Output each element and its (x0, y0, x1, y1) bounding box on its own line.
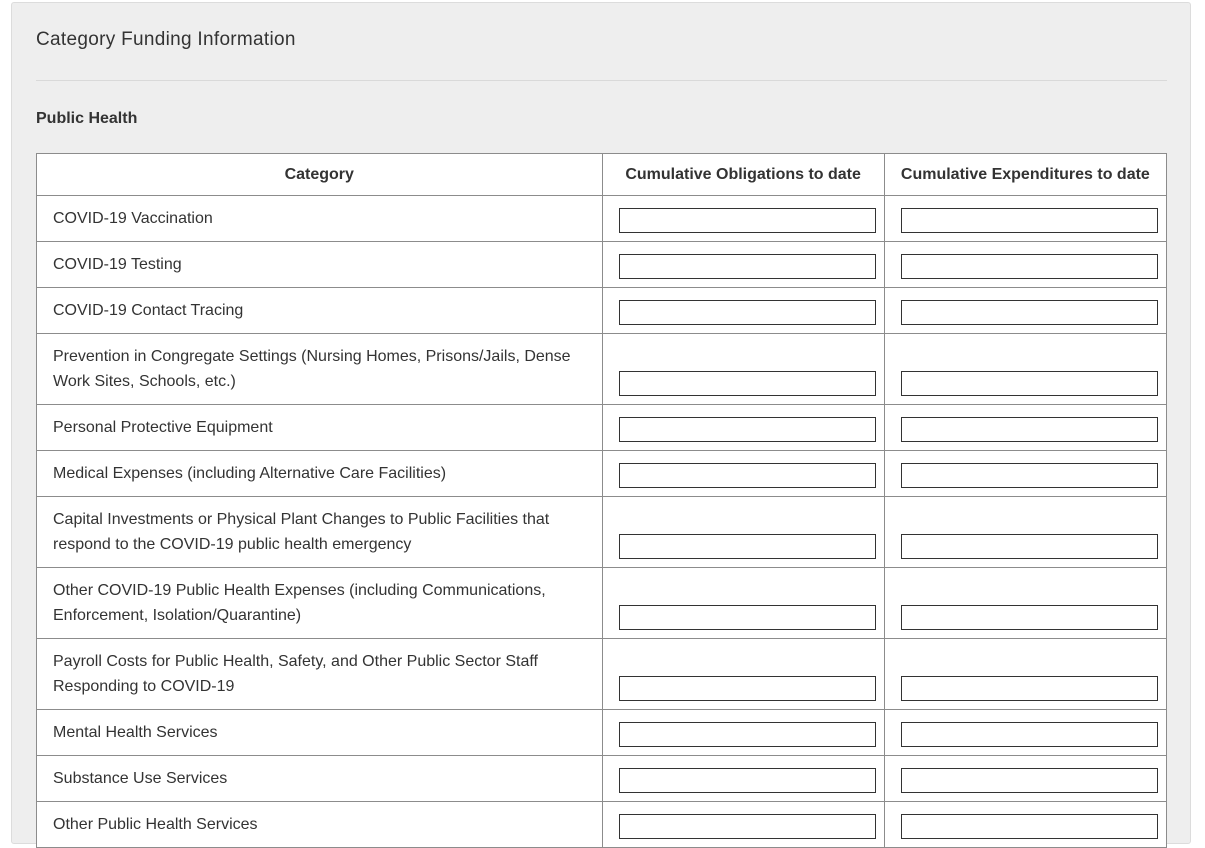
divider (36, 80, 1167, 81)
obligations-input[interactable] (618, 814, 876, 839)
obligations-input[interactable] (618, 254, 876, 279)
category-label: Payroll Costs for Public Health, Safety,… (36, 638, 603, 710)
obligations-input[interactable] (618, 534, 876, 559)
table-row: Personal Protective Equipment (36, 404, 1168, 451)
category-label: COVID-19 Vaccination (36, 195, 603, 242)
expenditures-input[interactable] (900, 371, 1158, 396)
table-row: COVID-19 Vaccination (36, 195, 1168, 242)
obligations-input[interactable] (618, 676, 876, 701)
table-row: COVID-19 Testing (36, 241, 1168, 288)
section-title: Public Health (36, 110, 138, 127)
expenditures-input[interactable] (900, 417, 1158, 442)
table-row: Substance Use Services (36, 755, 1168, 802)
table-row: Capital Investments or Physical Plant Ch… (36, 496, 1168, 568)
expenditures-input[interactable] (900, 463, 1158, 488)
table-row: Mental Health Services (36, 709, 1168, 756)
expenditures-input[interactable] (900, 605, 1158, 630)
category-label: Other COVID-19 Public Health Expenses (i… (36, 567, 603, 639)
table-row: Prevention in Congregate Settings (Nursi… (36, 333, 1168, 405)
category-label: Medical Expenses (including Alternative … (36, 450, 603, 497)
table-row: COVID-19 Contact Tracing (36, 287, 1168, 334)
obligations-input[interactable] (618, 300, 876, 325)
table-header-row: Category Cumulative Obligations to date … (36, 153, 1168, 196)
category-label: COVID-19 Contact Tracing (36, 287, 603, 334)
expenditures-input[interactable] (900, 814, 1158, 839)
category-label: Other Public Health Services (36, 801, 603, 848)
header-category: Category (36, 153, 603, 196)
category-label: Substance Use Services (36, 755, 603, 802)
expenditures-input[interactable] (900, 768, 1158, 793)
expenditures-input[interactable] (900, 254, 1158, 279)
table-row: Medical Expenses (including Alternative … (36, 450, 1168, 497)
category-label: Mental Health Services (36, 709, 603, 756)
panel-title: Category Funding Information (36, 29, 296, 50)
category-label: Prevention in Congregate Settings (Nursi… (36, 333, 603, 405)
obligations-input[interactable] (618, 605, 876, 630)
obligations-input[interactable] (618, 371, 876, 396)
obligations-input[interactable] (618, 208, 876, 233)
header-expenditures: Cumulative Expenditures to date (883, 153, 1168, 196)
category-label: Capital Investments or Physical Plant Ch… (36, 496, 603, 568)
obligations-input[interactable] (618, 417, 876, 442)
category-label: COVID-19 Testing (36, 241, 603, 288)
obligations-input[interactable] (618, 463, 876, 488)
obligations-input[interactable] (618, 722, 876, 747)
category-funding-panel: Category Funding Information Public Heal… (11, 2, 1191, 848)
table-row: Other COVID-19 Public Health Expenses (i… (36, 567, 1168, 639)
expenditures-input[interactable] (900, 300, 1158, 325)
category-label: Personal Protective Equipment (36, 404, 603, 451)
expenditures-input[interactable] (900, 534, 1158, 559)
expenditures-input[interactable] (900, 722, 1158, 747)
expenditures-input[interactable] (900, 208, 1158, 233)
obligations-input[interactable] (618, 768, 876, 793)
table-row: Other Public Health Services (36, 801, 1168, 848)
funding-table: Category Cumulative Obligations to date … (36, 153, 1168, 848)
expenditures-input[interactable] (900, 676, 1158, 701)
header-obligations: Cumulative Obligations to date (601, 153, 885, 196)
table-row: Payroll Costs for Public Health, Safety,… (36, 638, 1168, 710)
